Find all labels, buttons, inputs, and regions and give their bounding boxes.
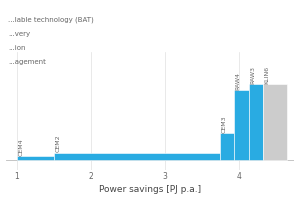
Text: ...very: ...very [8,31,31,37]
Bar [17,156,54,160]
Text: CEM4: CEM4 [18,138,23,156]
Text: ...agement: ...agement [8,59,46,65]
Text: RAW3: RAW3 [250,66,255,84]
Bar [220,133,234,160]
Text: ...ion: ...ion [8,45,26,51]
Bar [54,153,220,160]
Text: CEM2: CEM2 [55,134,60,152]
Text: CEM3: CEM3 [222,115,227,133]
X-axis label: Power savings [PJ p.a.]: Power savings [PJ p.a.] [99,185,201,194]
Text: ...lable technology (BAT): ...lable technology (BAT) [8,16,94,23]
Bar [234,90,248,160]
Bar [262,84,287,160]
Text: KLIN6: KLIN6 [264,65,269,84]
Text: RAW4: RAW4 [235,72,240,90]
Bar [248,84,262,160]
